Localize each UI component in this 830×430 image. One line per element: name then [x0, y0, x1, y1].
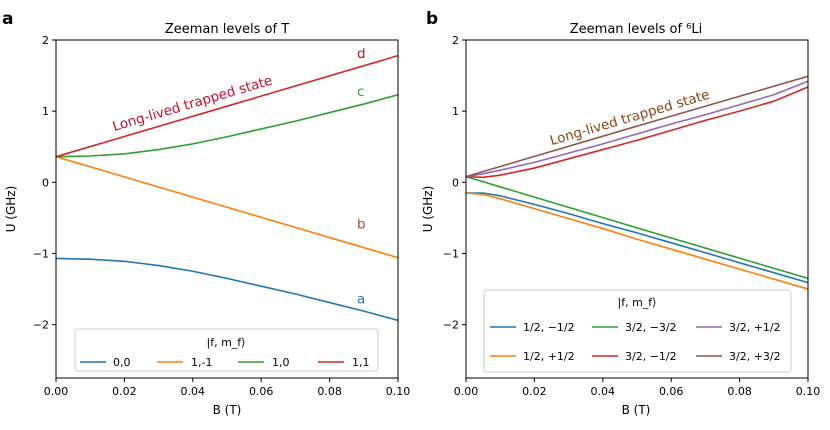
annotation-label: a [357, 291, 365, 307]
y-tick-label: 0 [42, 176, 49, 189]
plot-frame-b [465, 39, 809, 379]
annotation-label: b [357, 217, 366, 233]
legend-b: |f, m_f⟩ 1/2, −1/2 1/2, +1/2 3/2, −3/2 3… [483, 289, 792, 373]
axis-ticks-b: 0.00 0.02 0.04 0.06 0.08 0.10 −2 −1 0 1 2 [443, 34, 820, 398]
panel-letter-a: a [2, 9, 13, 29]
chart-title-a: Zeeman levels of T [165, 22, 289, 37]
x-tick-label: 0.00 [44, 385, 69, 398]
x-tick-label: 0.02 [112, 385, 137, 398]
y-tick-label: 2 [42, 34, 49, 47]
legend-label: 3/2, +3/2 [729, 350, 781, 363]
x-tick-label: 0.04 [181, 385, 206, 398]
y-axis-label-a: U (GHz) [4, 186, 18, 233]
y-tick-label: −1 [443, 247, 459, 260]
y-tick-label: −2 [33, 319, 49, 332]
x-tick-label: 0.02 [522, 385, 547, 398]
annotation-label: c [357, 84, 364, 100]
series-line [465, 175, 809, 280]
legend-label: 1,1 [352, 356, 370, 369]
series-line [465, 192, 809, 290]
axis-ticks-a: 0.00 0.02 0.04 0.06 0.08 0.10 −2 −1 0 1 2 [33, 34, 410, 398]
series-line [466, 192, 809, 284]
x-tick-label: 0.08 [727, 385, 752, 398]
y-tick-label: 0 [452, 176, 459, 189]
x-tick-label: 0.08 [317, 385, 342, 398]
annotation-label: d [357, 46, 366, 62]
plot-area-a [56, 40, 398, 378]
legend-label: 3/2, +1/2 [729, 321, 781, 334]
legend-label: 1,-1 [191, 356, 212, 369]
legend-label: 1/2, +1/2 [523, 350, 575, 363]
plot-frame-a [55, 39, 399, 379]
legend-box-b [483, 289, 792, 373]
x-tick-label: 0.04 [591, 385, 616, 398]
legend-a: |f, m_f⟩ 0,0 1,-1 1,0 1,1 [74, 328, 379, 372]
x-tick-label: 0.06 [659, 385, 684, 398]
series-line [55, 257, 399, 322]
chart-title-b: Zeeman levels of ⁶Li [570, 22, 702, 37]
panel-b: b Zeeman levels of ⁶Li 0.00 0.02 0.04 0.06 0… [421, 9, 820, 417]
legend-label: 3/2, −3/2 [625, 321, 677, 334]
series-line [55, 94, 399, 158]
legend-label: 1,0 [272, 356, 290, 369]
x-axis-label-b: B (T) [622, 403, 651, 417]
panel-letter-b: b [426, 9, 438, 29]
legend-label: 1/2, −1/2 [523, 321, 575, 334]
panel-a: a Zeeman levels of T 0.00 0.02 0.04 0.06 0.0… [2, 9, 410, 417]
x-tick-label: 0.06 [249, 385, 274, 398]
x-tick-label: 0.00 [454, 385, 479, 398]
series-lines-b [465, 75, 809, 290]
series-lines-a [55, 54, 399, 322]
x-tick-label: 0.10 [386, 385, 411, 398]
series-line [465, 86, 809, 179]
series-line [55, 54, 399, 158]
legend-label: 3/2, −1/2 [625, 350, 677, 363]
y-tick-label: 1 [42, 105, 49, 118]
y-tick-label: 1 [452, 105, 459, 118]
y-axis-label-b: U (GHz) [421, 186, 435, 233]
legend-label: 0,0 [113, 356, 131, 369]
y-tick-label: 2 [452, 34, 459, 47]
y-tick-label: −1 [33, 247, 49, 260]
series-line [465, 75, 809, 178]
y-tick-label: −2 [443, 319, 459, 332]
x-tick-label: 0.10 [796, 385, 821, 398]
x-axis-label-a: B (T) [213, 403, 242, 417]
legend-title-b: |f, m_f⟩ [618, 296, 657, 309]
series-line [465, 80, 809, 178]
series-line [55, 155, 399, 259]
legend-box-a [74, 328, 379, 372]
legend-title-a: |f, m_f⟩ [207, 336, 246, 349]
